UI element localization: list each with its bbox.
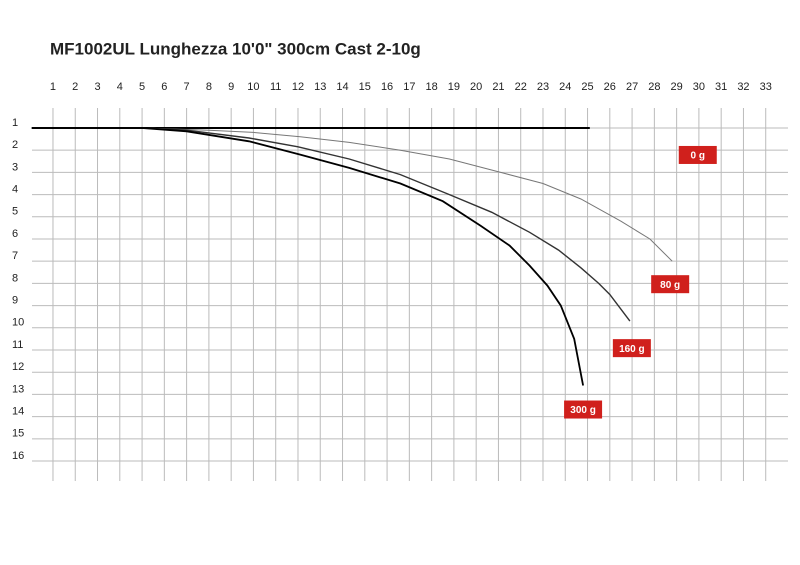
x-tick-label: 4 bbox=[117, 81, 123, 93]
curve bbox=[31, 127, 631, 322]
x-tick-label: 1 bbox=[50, 81, 56, 93]
legend-label: 80 g bbox=[660, 280, 680, 291]
x-tick-label: 14 bbox=[336, 81, 348, 93]
y-tick-label: 7 bbox=[12, 250, 18, 262]
y-tick-label: 3 bbox=[12, 161, 18, 173]
x-tick-label: 8 bbox=[206, 81, 212, 93]
x-tick-label: 31 bbox=[715, 81, 727, 93]
legend-box bbox=[651, 275, 690, 294]
curve bbox=[31, 127, 584, 386]
x-tick-label: 24 bbox=[559, 81, 571, 93]
y-tick-label: 14 bbox=[12, 406, 24, 418]
x-tick-label: 16 bbox=[381, 81, 393, 93]
legend-label: 160 g bbox=[619, 344, 645, 355]
x-tick-label: 28 bbox=[648, 81, 660, 93]
x-tick-label: 22 bbox=[515, 81, 527, 93]
x-tick-label: 20 bbox=[470, 81, 482, 93]
x-tick-label: 9 bbox=[228, 81, 234, 93]
x-tick-label: 11 bbox=[270, 81, 281, 93]
x-tick-label: 13 bbox=[314, 81, 326, 93]
y-tick-label: 9 bbox=[12, 294, 18, 306]
y-tick-label: 5 bbox=[12, 206, 18, 218]
x-tick-label: 10 bbox=[247, 81, 259, 93]
x-tick-label: 23 bbox=[537, 81, 549, 93]
x-tick-label: 30 bbox=[693, 81, 705, 93]
legend-label: 0 g bbox=[691, 151, 705, 162]
chart-title: MF1002UL Lunghezza 10'0" 300cm Cast 2-10… bbox=[50, 39, 421, 58]
y-tick-label: 16 bbox=[12, 450, 24, 462]
y-tick-label: 15 bbox=[12, 428, 24, 440]
x-tick-label: 5 bbox=[139, 81, 145, 93]
x-tick-label: 33 bbox=[760, 81, 772, 93]
x-tick-label: 18 bbox=[425, 81, 437, 93]
y-tick-label: 10 bbox=[12, 317, 24, 329]
legend-box bbox=[612, 339, 651, 358]
x-tick-label: 7 bbox=[184, 81, 190, 93]
legend-box bbox=[564, 400, 603, 419]
y-tick-label: 12 bbox=[12, 361, 24, 373]
curve bbox=[31, 127, 673, 262]
x-tick-label: 26 bbox=[604, 81, 616, 93]
x-tick-label: 32 bbox=[737, 81, 749, 93]
x-tick-label: 21 bbox=[492, 81, 504, 93]
y-tick-label: 1 bbox=[12, 117, 18, 129]
y-tick-label: 13 bbox=[12, 383, 24, 395]
x-tick-label: 17 bbox=[403, 81, 415, 93]
x-tick-label: 19 bbox=[448, 81, 460, 93]
y-tick-label: 2 bbox=[12, 139, 18, 151]
x-tick-label: 6 bbox=[161, 81, 167, 93]
x-tick-label: 3 bbox=[94, 81, 100, 93]
x-tick-label: 29 bbox=[671, 81, 683, 93]
x-tick-label: 2 bbox=[72, 81, 78, 93]
y-tick-label: 8 bbox=[12, 272, 18, 284]
y-tick-label: 4 bbox=[12, 183, 18, 195]
y-tick-label: 6 bbox=[12, 228, 18, 240]
legend-box bbox=[678, 145, 717, 164]
x-tick-label: 15 bbox=[359, 81, 371, 93]
x-tick-label: 12 bbox=[292, 81, 304, 93]
y-tick-label: 11 bbox=[12, 339, 23, 351]
x-tick-label: 27 bbox=[626, 81, 638, 93]
x-tick-label: 25 bbox=[581, 81, 593, 93]
legend-label: 300 g bbox=[570, 405, 596, 416]
